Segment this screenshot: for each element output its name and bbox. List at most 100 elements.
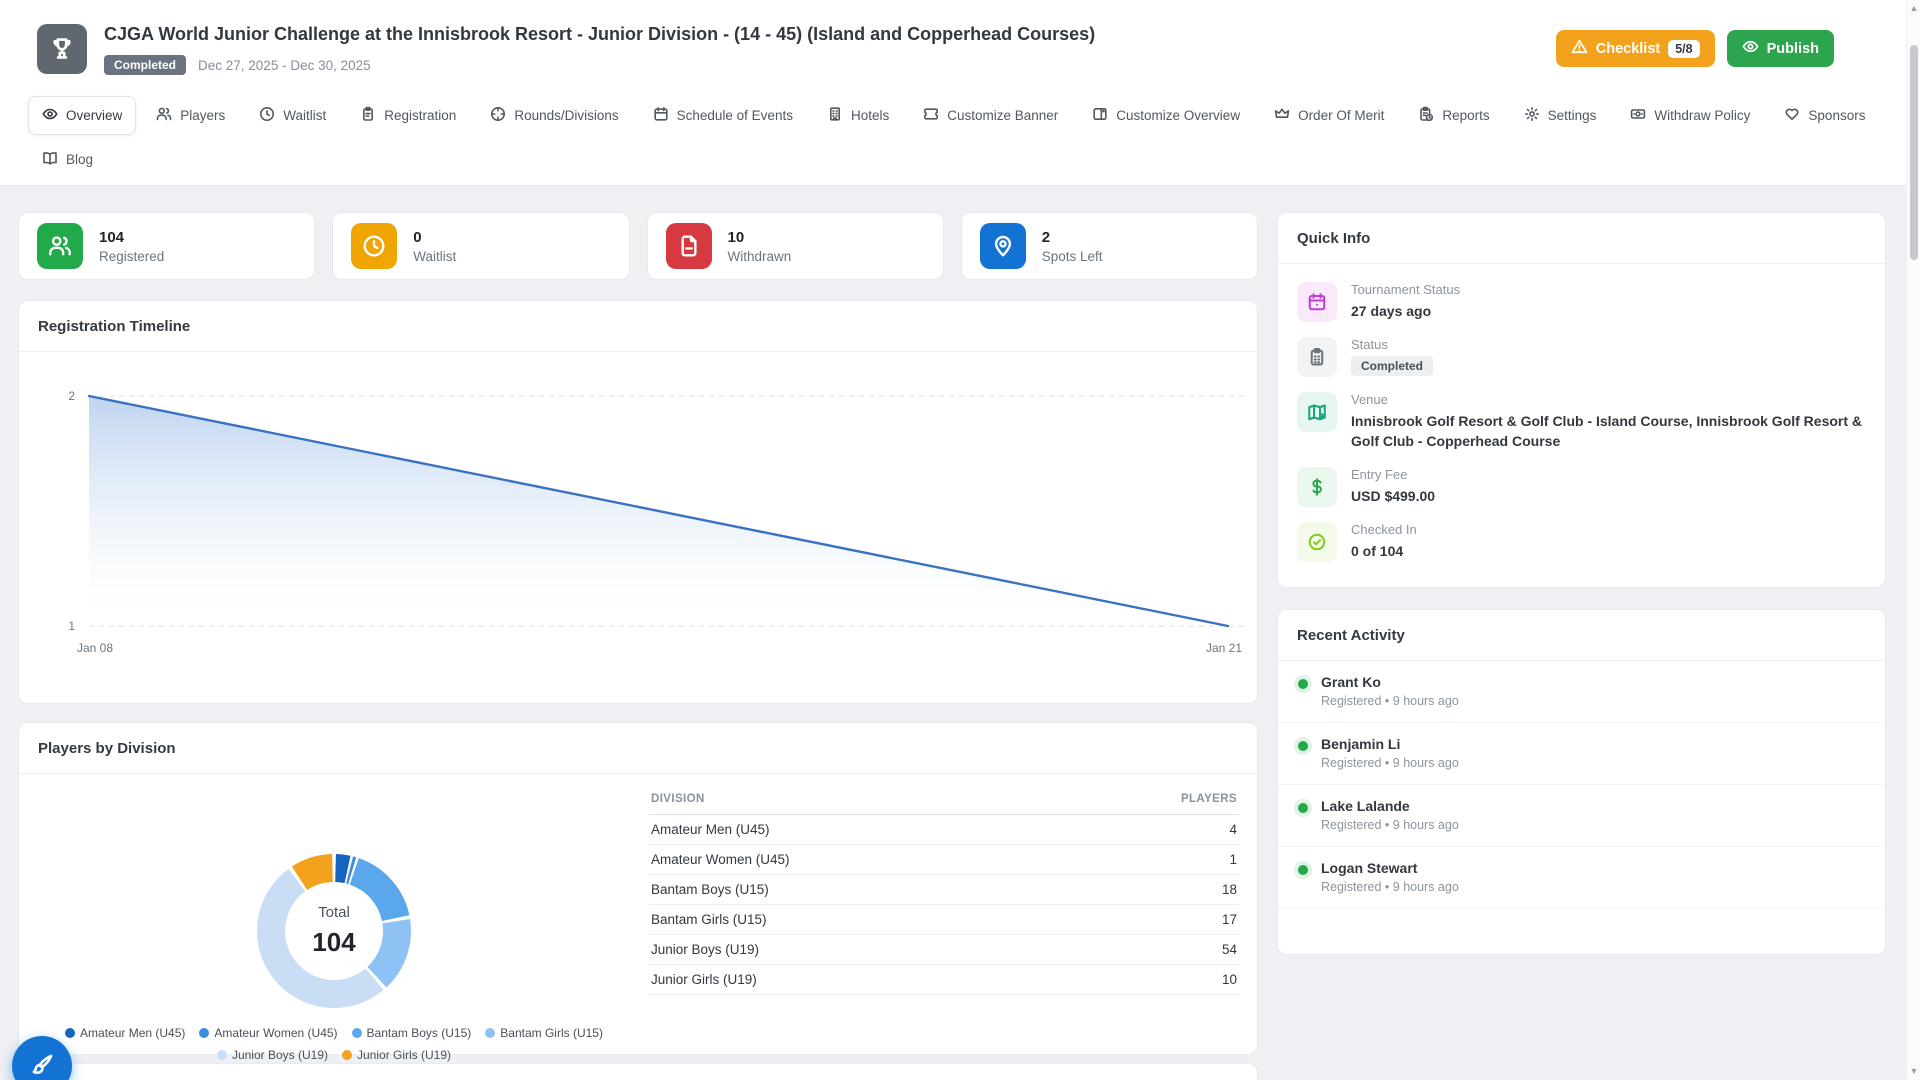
quick-info-item-status: Status Completed <box>1297 337 1866 377</box>
green-dot-icon <box>1298 865 1308 875</box>
timeline-chart: 2 1 Jan 08 Jan 21 <box>68 389 1244 655</box>
clipboard-icon <box>1297 337 1337 377</box>
publish-button[interactable]: Publish <box>1726 30 1834 67</box>
stat-value: 104 <box>99 228 125 246</box>
target-icon <box>490 106 506 125</box>
legend-item: Bantam Boys (U15) <box>351 1023 471 1043</box>
banknote-icon <box>1630 106 1646 125</box>
tab-overview[interactable]: Overview <box>28 96 137 135</box>
stat-card-spots-left: 2 Spots Left <box>960 212 1258 280</box>
table-row: Junior Girls (U19) 10 <box>649 965 1239 995</box>
green-dot-icon <box>1298 741 1308 751</box>
table-row: Junior Boys (U19) 54 <box>649 935 1239 965</box>
y-tick-max: 2 <box>68 389 75 403</box>
y-tick-min: 1 <box>68 619 75 633</box>
activity-item: Benjamin Li Registered • 9 hours ago <box>1278 723 1885 785</box>
warning-icon <box>1571 38 1588 59</box>
legend-item: Junior Boys (U19) <box>216 1045 328 1065</box>
stat-card-registered: 104 Registered <box>18 212 316 280</box>
quick-info-item-checked-in: Checked In 0 of 104 <box>1297 521 1866 562</box>
table-row: Amateur Men (U45) 4 <box>649 815 1239 845</box>
eye-icon <box>42 106 58 125</box>
tab-blog[interactable]: Blog <box>28 140 107 179</box>
checklist-label: Checklist <box>1595 40 1661 57</box>
tab-hotels[interactable]: Hotels <box>813 96 903 135</box>
legend-dot <box>216 1050 227 1060</box>
tab-rounds-divisions[interactable]: Rounds/Divisions <box>476 96 632 135</box>
scrollbar-track[interactable]: ▲ ▼ <box>1906 0 1920 1080</box>
tournament-dates: Dec 27, 2025 - Dec 30, 2025 <box>198 57 371 73</box>
theme-brush-fab-button[interactable] <box>12 1036 72 1080</box>
map-icon <box>1297 392 1337 432</box>
status-completed-badge: Completed <box>1351 356 1434 376</box>
players-by-division-card: Players by Division Total 104 Amateur Me… <box>18 722 1258 1062</box>
scrollbar-down-arrow[interactable]: ▼ <box>1909 1066 1919 1076</box>
paintbrush-icon <box>29 1052 55 1080</box>
checklist-button[interactable]: Checklist 5/8 <box>1555 30 1715 67</box>
stat-label: Waitlist <box>413 248 457 264</box>
legend-item: Amateur Women (U45) <box>199 1023 338 1043</box>
legend-dot <box>65 1028 76 1038</box>
tab-withdraw-policy[interactable]: Withdraw Policy <box>1616 96 1764 135</box>
stat-label: Registered <box>99 248 165 264</box>
tab-customize-overview[interactable]: Customize Overview <box>1078 96 1254 135</box>
activity-item: Lake Lalande Registered • 9 hours ago <box>1278 785 1885 847</box>
users-icon <box>156 106 172 125</box>
donut-legend: Amateur Men (U45) Amateur Women (U45) Bant… <box>29 1023 639 1067</box>
title-meta: Completed Dec 27, 2025 - Dec 30, 2025 <box>104 55 371 75</box>
checklist-count-badge: 5/8 <box>1668 39 1700 58</box>
stat-card-waitlist: 0 Waitlist <box>332 212 630 280</box>
division-table: DIVISION PLAYERS Amateur Men (U45) 4 Amat… <box>649 789 1239 995</box>
quick-info-item-entry-fee: Entry Fee USD $499.00 <box>1297 466 1866 507</box>
stat-value: 2 <box>1041 228 1051 246</box>
tab-settings[interactable]: Settings <box>1510 96 1611 135</box>
scrollbar-up-arrow[interactable]: ▲ <box>1909 3 1919 13</box>
clipboard-icon <box>360 106 376 125</box>
book-icon <box>42 150 58 169</box>
table-row: Bantam Boys (U15) 18 <box>649 875 1239 905</box>
table-row: Bantam Girls (U15) 17 <box>649 905 1239 935</box>
x-label-end: Jan 21 <box>1206 641 1242 655</box>
tab-registration[interactable]: Registration <box>346 96 470 135</box>
division-donut-chart <box>219 816 449 1046</box>
scrollbar-thumb[interactable] <box>1910 45 1918 260</box>
check-circle-icon <box>1297 521 1337 562</box>
activity-item: Logan Stewart Registered • 9 hours ago <box>1278 847 1885 909</box>
publish-label: Publish <box>1766 40 1819 57</box>
legend-dot <box>342 1050 352 1060</box>
ticket-icon <box>923 106 939 125</box>
dollar-icon <box>1297 466 1337 507</box>
tab-order-of-merit[interactable]: Order Of Merit <box>1260 96 1398 135</box>
stat-card-withdrawn: 10 Withdrawn <box>646 212 944 280</box>
tab-players[interactable]: Players <box>142 96 239 135</box>
division-table-header: DIVISION PLAYERS <box>649 789 1239 815</box>
quick-info-item-tournament-status: Tournament Status 27 days ago <box>1297 282 1866 322</box>
legend-dot <box>199 1028 210 1038</box>
table-row: Amateur Women (U45) 1 <box>649 845 1239 875</box>
eye-icon <box>1742 38 1759 59</box>
layout-icon <box>1092 106 1108 125</box>
players-by-division-title: Players by Division <box>19 723 1257 774</box>
page-title: CJGA World Junior Challenge at the Innis… <box>104 24 1096 44</box>
stat-value: 10 <box>727 228 745 246</box>
crown-icon <box>1274 106 1290 125</box>
building-icon <box>827 106 843 125</box>
green-dot-icon <box>1298 679 1308 689</box>
stat-label: Spots Left <box>1041 248 1103 264</box>
status-badge: Completed <box>104 55 187 75</box>
tab-schedule-of-events[interactable]: Schedule of Events <box>639 96 807 135</box>
stat-value: 0 <box>413 228 422 246</box>
recent-activity-card: Recent Activity Grant Ko Registered • 9 h… <box>1277 609 1886 955</box>
legend-dot <box>485 1028 496 1038</box>
tab-sponsors[interactable]: Sponsors <box>1770 96 1879 135</box>
file-minus-icon <box>665 223 712 269</box>
tab-customize-banner[interactable]: Customize Banner <box>909 96 1072 135</box>
legend-dot <box>351 1028 362 1038</box>
calendar-icon <box>1297 282 1337 322</box>
tab-waitlist[interactable]: Waitlist <box>245 96 340 135</box>
tab-reports[interactable]: Reports <box>1404 96 1503 135</box>
heart-icon <box>1784 106 1800 125</box>
calendar-icon <box>653 106 669 125</box>
gear-icon <box>1524 106 1540 125</box>
clock-icon <box>351 223 398 269</box>
